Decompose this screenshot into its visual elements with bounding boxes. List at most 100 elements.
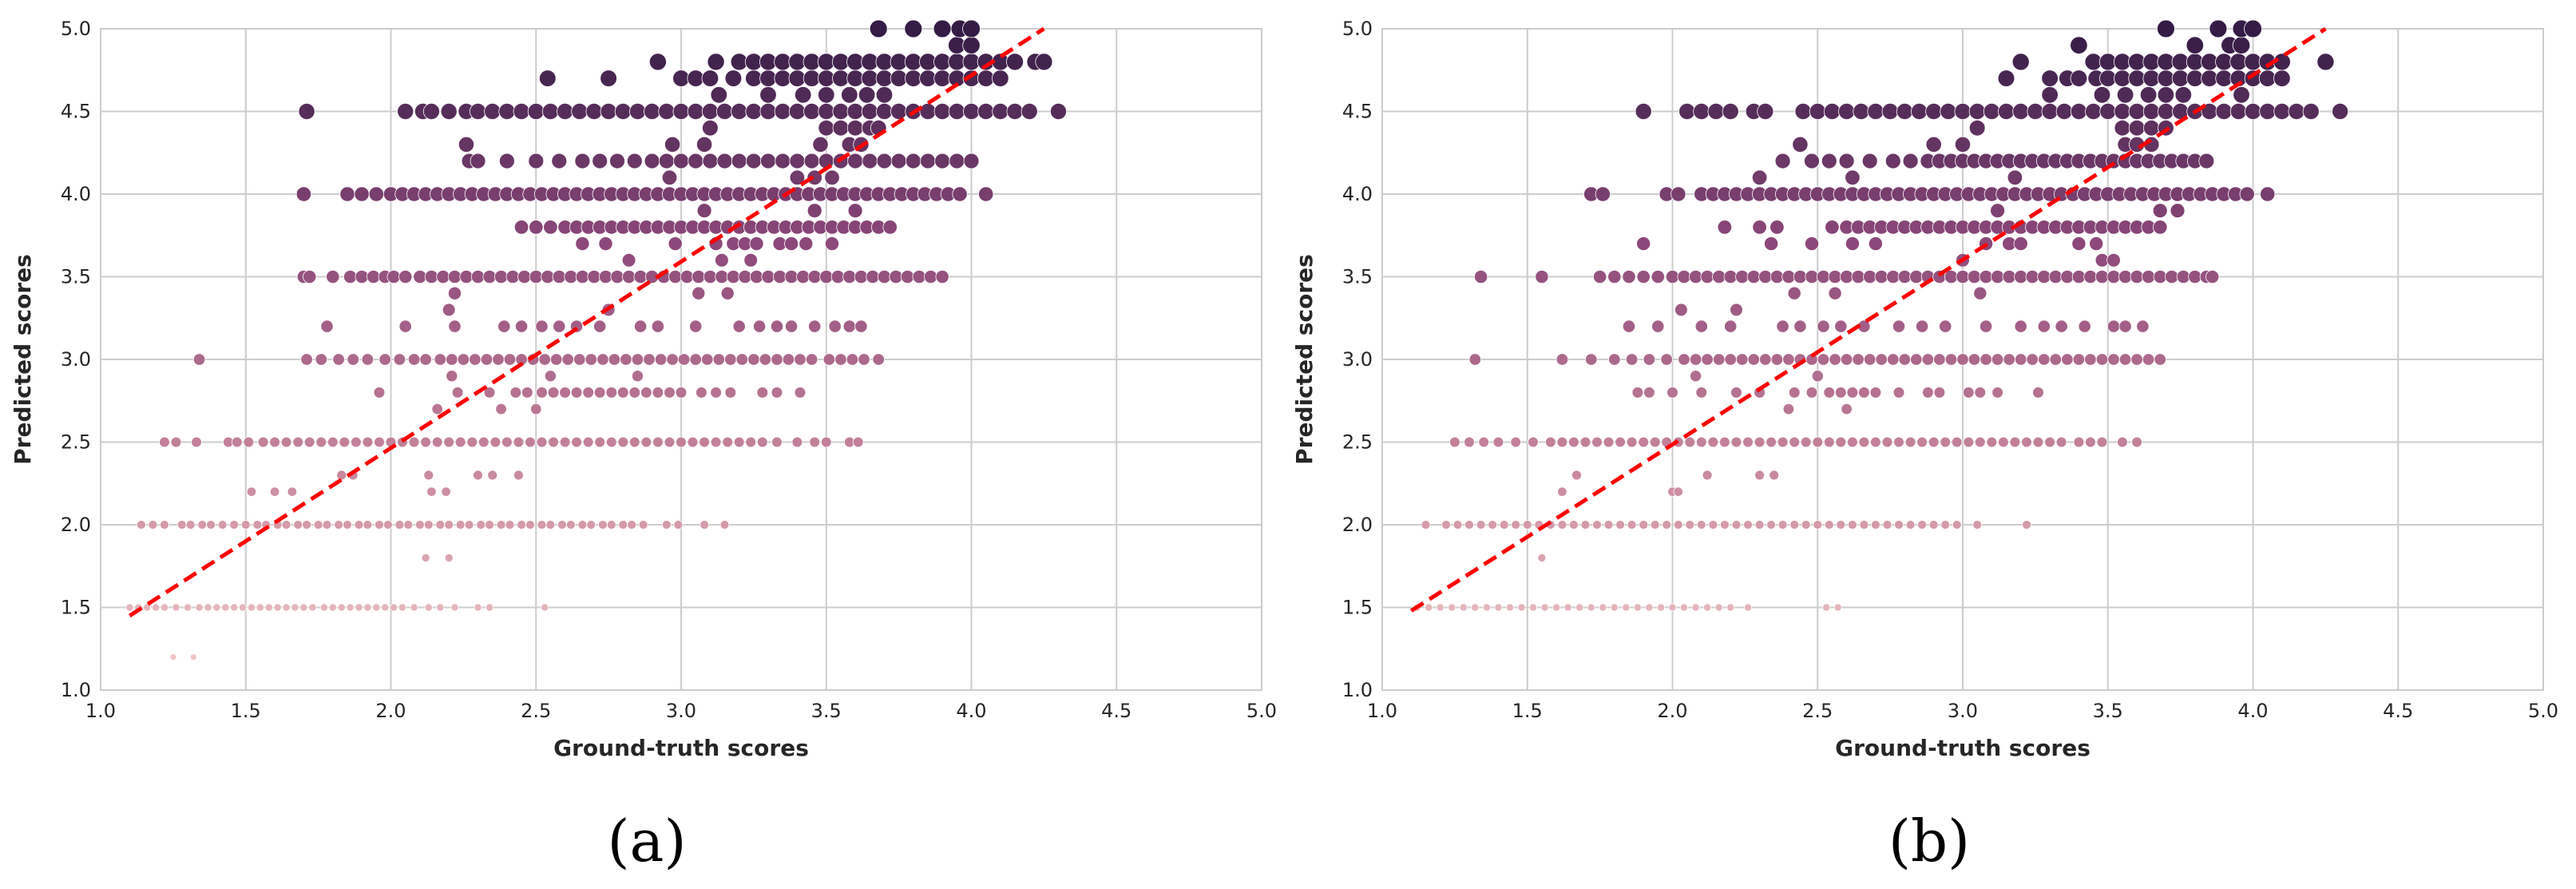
data-point bbox=[1643, 353, 1656, 366]
x-tick-label: 1.5 bbox=[1512, 700, 1543, 722]
data-point bbox=[1584, 353, 1598, 366]
data-point bbox=[1805, 387, 1818, 399]
data-point bbox=[2142, 269, 2156, 284]
data-point bbox=[735, 353, 749, 366]
data-point bbox=[733, 436, 745, 448]
data-point bbox=[514, 319, 529, 333]
x-tick-label: 3.0 bbox=[1948, 700, 1978, 722]
data-point bbox=[1990, 203, 2006, 219]
data-point bbox=[397, 102, 414, 120]
data-point bbox=[1897, 269, 1912, 284]
data-point bbox=[699, 436, 710, 448]
data-point bbox=[172, 603, 180, 612]
data-point bbox=[1904, 436, 1916, 448]
data-point bbox=[854, 319, 868, 333]
data-point bbox=[1730, 387, 1742, 399]
data-point bbox=[148, 520, 158, 530]
data-point bbox=[1770, 269, 1784, 284]
data-point bbox=[745, 69, 763, 87]
data-point bbox=[2093, 86, 2111, 104]
data-point bbox=[866, 269, 880, 284]
data-point bbox=[1592, 520, 1602, 530]
data-point bbox=[2171, 69, 2190, 87]
data-point bbox=[2014, 353, 2027, 366]
data-point bbox=[1887, 353, 1900, 366]
data-point bbox=[2152, 220, 2168, 235]
data-point bbox=[185, 520, 196, 530]
data-point bbox=[1793, 269, 1807, 284]
data-point bbox=[1545, 436, 1556, 448]
data-point bbox=[444, 520, 454, 530]
data-point bbox=[1615, 520, 1625, 530]
data-point bbox=[501, 436, 513, 448]
data-point bbox=[2152, 203, 2168, 219]
data-point bbox=[299, 603, 308, 612]
data-point bbox=[544, 370, 557, 383]
data-point bbox=[761, 269, 775, 284]
data-point bbox=[2332, 102, 2349, 120]
y-tick-label: 5.0 bbox=[1342, 18, 1373, 40]
data-point bbox=[846, 69, 864, 87]
data-point bbox=[676, 436, 687, 448]
data-point bbox=[628, 387, 641, 399]
data-point bbox=[1881, 436, 1893, 448]
data-point bbox=[1870, 520, 1880, 530]
data-point bbox=[900, 269, 915, 284]
data-point bbox=[1917, 520, 1928, 530]
data-point bbox=[2229, 102, 2247, 120]
data-point bbox=[847, 153, 863, 169]
data-point bbox=[1782, 403, 1795, 415]
data-point bbox=[644, 153, 660, 169]
data-point bbox=[1702, 470, 1713, 481]
data-point bbox=[374, 436, 385, 448]
data-point bbox=[1821, 153, 1837, 169]
data-point bbox=[571, 436, 582, 448]
data-point bbox=[1670, 186, 1686, 202]
data-point bbox=[435, 520, 446, 530]
data-point bbox=[332, 353, 345, 366]
data-point bbox=[1812, 436, 1824, 448]
data-point bbox=[457, 353, 470, 366]
data-point bbox=[803, 69, 821, 87]
data-point bbox=[2139, 86, 2158, 104]
data-point bbox=[217, 520, 228, 530]
data-point bbox=[1782, 353, 1795, 366]
data-point bbox=[743, 252, 758, 268]
data-point bbox=[1478, 436, 1489, 448]
data-point bbox=[408, 436, 420, 448]
data-point bbox=[724, 387, 737, 399]
x-tick-label: 3.5 bbox=[2093, 700, 2123, 722]
data-point bbox=[536, 387, 548, 399]
data-point bbox=[658, 153, 675, 169]
data-point bbox=[2084, 353, 2097, 366]
data-point bbox=[703, 269, 718, 284]
data-point bbox=[478, 436, 489, 448]
x-tick-label: 5.0 bbox=[1246, 700, 1277, 722]
data-point bbox=[1863, 353, 1877, 366]
data-point bbox=[1557, 520, 1567, 530]
data-point bbox=[1770, 353, 1784, 366]
data-point bbox=[2244, 19, 2262, 38]
data-point bbox=[293, 520, 303, 530]
data-point bbox=[716, 102, 734, 120]
data-point bbox=[1674, 303, 1688, 317]
data-point bbox=[295, 186, 311, 202]
data-point bbox=[1823, 102, 1841, 120]
data-point bbox=[355, 603, 363, 612]
data-point bbox=[664, 136, 681, 153]
data-point bbox=[485, 603, 494, 612]
data-point bbox=[719, 520, 730, 530]
data-point bbox=[381, 603, 390, 612]
data-point bbox=[1868, 236, 1883, 252]
data-point bbox=[1794, 102, 1812, 120]
data-point bbox=[1717, 220, 1733, 235]
data-point bbox=[1622, 603, 1631, 612]
data-point bbox=[905, 153, 921, 169]
data-point bbox=[466, 436, 478, 448]
data-point bbox=[469, 353, 482, 366]
data-point bbox=[582, 436, 594, 448]
data-point bbox=[861, 102, 878, 120]
data-point bbox=[308, 603, 317, 612]
data-point bbox=[423, 520, 434, 530]
data-point bbox=[807, 269, 822, 284]
